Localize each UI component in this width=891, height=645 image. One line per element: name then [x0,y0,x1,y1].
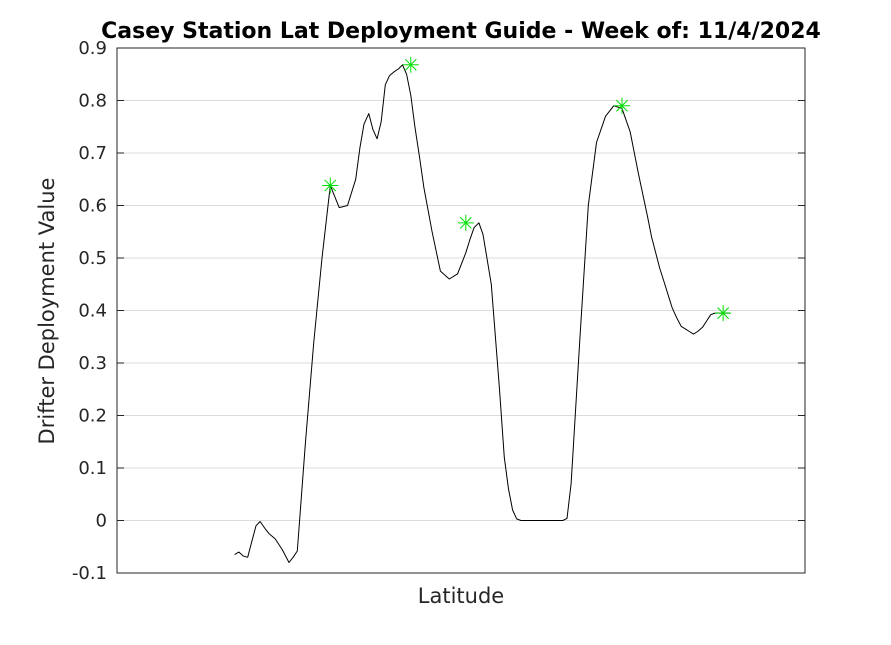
y-tick-label: -0.1 [72,563,107,584]
peak-marker [613,97,630,114]
y-axis-label: Drifter Deployment Value [35,178,59,445]
chart-title: Casey Station Lat Deployment Guide - Wee… [101,19,821,44]
peak-marker [402,56,419,73]
plot-frame [116,47,806,574]
y-tick-label: 0.6 [78,196,107,217]
series-line-0 [234,64,730,563]
y-tick-label: 0.2 [78,406,107,427]
y-tick-label: 0.3 [78,353,107,374]
peak-marker [715,305,732,322]
peak-marker [322,177,339,194]
y-ticks: -0.1 0 0.1 0.2 0.3 0.4 0.5 0.6 0.7 0.8 0.9 [72,38,805,584]
x-axis-label: Latitude [418,584,504,608]
y-tick-label: 0.4 [78,301,107,322]
y-tick-label: 0.1 [78,458,107,479]
y-tick-label: 0.9 [78,38,107,59]
peak-markers [322,56,732,322]
y-tick-label: 0.7 [78,143,107,164]
data-series [234,64,730,563]
y-tick-label: 0 [96,511,107,532]
y-tick-label: 0.8 [78,91,107,112]
y-tick-label: 0.5 [78,248,107,269]
peak-marker [457,214,474,231]
